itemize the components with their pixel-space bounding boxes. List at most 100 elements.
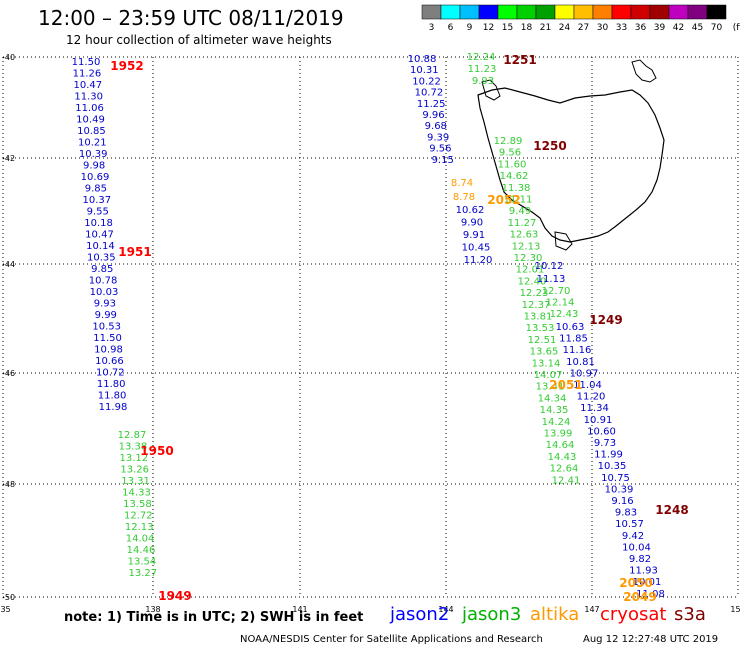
wave-height-value: 10.62 <box>456 205 485 216</box>
wave-height-value: 9.82 <box>629 554 651 565</box>
wave-height-value: 12.63 <box>510 230 539 241</box>
wave-height-value: 12.87 <box>118 430 147 441</box>
wave-height-value: 12.37 <box>522 300 551 311</box>
wave-height-value: 11.98 <box>99 402 128 413</box>
colorbar-label: 9 <box>467 23 473 33</box>
colorbar-label: 45 <box>692 23 703 33</box>
wave-height-value: 10.85 <box>77 126 106 137</box>
wave-height-value: 14.07 <box>534 370 563 381</box>
pass-label: 2049 <box>623 590 656 604</box>
legend-jason2: jason2 <box>390 604 450 625</box>
wave-height-value: 11.11 <box>504 195 533 206</box>
wave-height-value: 13.26 <box>120 465 149 476</box>
lat-tick-label: -48 <box>2 480 15 489</box>
wave-height-value: 10.31 <box>410 65 439 76</box>
wave-height-value: 13.81 <box>524 312 553 323</box>
colorbar-label: 3 <box>429 23 435 33</box>
wave-height-value: 9.16 <box>611 496 633 507</box>
wave-height-value: 13.14 <box>532 358 561 369</box>
wave-height-value: 9.56 <box>429 144 451 155</box>
wave-height-value: 9.73 <box>594 438 616 449</box>
pass-label: 1952 <box>110 59 143 73</box>
wave-height-value: 13.65 <box>530 347 559 358</box>
wave-height-value: 11.23 <box>468 64 497 75</box>
wave-height-value: 12.70 <box>542 286 571 297</box>
wave-height-value: 11.80 <box>97 379 126 390</box>
wave-height-value: 10.14 <box>86 241 115 252</box>
wave-height-value: 11.13 <box>537 274 566 285</box>
wave-height-value: 11.20 <box>464 255 493 266</box>
pass-label: 2050 <box>619 576 652 590</box>
wave-height-value: 11.60 <box>498 159 527 170</box>
wave-height-value: 12.40 <box>518 276 547 287</box>
wave-height-value: 9.91 <box>463 230 485 241</box>
pass-label: 1950 <box>140 444 173 458</box>
legend-cryosat: cryosat <box>600 604 667 625</box>
colorbar-label: 30 <box>597 23 609 33</box>
wave-height-value: 10.69 <box>81 172 110 183</box>
wave-height-value: 12.24 <box>467 52 496 63</box>
wave-height-value: 12.13 <box>512 241 541 252</box>
wave-height-value: 11.80 <box>98 391 127 402</box>
lon-tick-label: 147 <box>584 605 599 614</box>
wave-height-value: 10.39 <box>79 149 108 160</box>
page-subtitle: 12 hour collection of altimeter wave hei… <box>66 33 332 47</box>
colorbar-swatch <box>421 4 442 20</box>
wave-height-value: 11.16 <box>563 345 592 356</box>
wave-height-value: 10.72 <box>415 88 444 99</box>
colorbar-swatch <box>516 4 537 20</box>
wave-height-value: 9.99 <box>95 310 117 321</box>
wave-height-value: 9.96 <box>422 110 444 121</box>
wave-height-value: 11.26 <box>73 69 102 80</box>
lon-tick-label: 150 <box>730 605 740 614</box>
wave-height-value: 11.06 <box>75 103 104 114</box>
wave-height-value: 8.78 <box>453 192 475 203</box>
pass-label: 2051 <box>549 378 582 392</box>
wave-height-value: 10.04 <box>622 542 651 553</box>
pass-label: 2052 <box>487 193 520 207</box>
wave-height-value: 10.63 <box>556 322 585 333</box>
wave-height-value: 9.55 <box>87 207 109 218</box>
wave-height-value: 9.98 <box>83 161 105 172</box>
colorbar-label: 21 <box>540 23 551 33</box>
wave-height-value: 10.35 <box>598 461 627 472</box>
colorbar-label: 18 <box>521 23 533 33</box>
wave-height-value: 10.66 <box>95 356 124 367</box>
wave-height-value: 10.57 <box>615 519 644 530</box>
bruny-island-outline <box>554 231 573 251</box>
wave-height-value: 13.38 <box>119 442 148 453</box>
flinders-island-outline <box>631 59 657 83</box>
wave-height-value: 10.18 <box>84 218 113 229</box>
wave-height-value: 9.85 <box>91 264 113 275</box>
lat-tick-label: -40 <box>2 53 15 62</box>
colorbar-swatch <box>687 4 708 20</box>
lon-tick-label: 144 <box>438 605 453 614</box>
tasmania-coastline <box>477 87 665 243</box>
wave-height-value: 14.62 <box>500 171 529 182</box>
colorbar-label: 70 <box>711 23 723 33</box>
legend-note: note: 1) Time is in UTC; 2) SWH is in fe… <box>64 610 364 625</box>
pass-label: 1251 <box>503 53 536 67</box>
legend-jason3: jason3 <box>462 604 522 625</box>
wave-height-value: 10.47 <box>73 80 102 91</box>
lat-tick-label: -44 <box>2 260 15 269</box>
wave-height-value: 9.42 <box>622 531 644 542</box>
colorbar-label: (ft) <box>733 23 740 33</box>
wave-height-value: 11.99 <box>594 450 623 461</box>
wave-height-value: 10.12 <box>535 261 564 272</box>
wave-height-value: 14.43 <box>548 452 577 463</box>
colorbar-swatch <box>630 4 651 20</box>
pass-label: 1250 <box>533 139 566 153</box>
pass-label: 1248 <box>655 503 688 517</box>
footer-credit: NOAA/NESDIS Center for Satellite Applica… <box>240 634 543 645</box>
wave-height-value: 10.97 <box>570 368 599 379</box>
wave-height-value: 13.53 <box>526 323 555 334</box>
colorbar-swatch <box>706 4 727 20</box>
pass-label: 1249 <box>589 313 622 327</box>
wave-height-value: 12.89 <box>494 136 523 147</box>
wave-height-value: 9.68 <box>425 121 447 132</box>
wave-height-value: 12.23 <box>520 288 549 299</box>
wave-height-value: 11.34 <box>580 403 609 414</box>
wave-height-value: 12.41 <box>552 475 581 486</box>
wave-height-value: 14.46 <box>127 545 156 556</box>
